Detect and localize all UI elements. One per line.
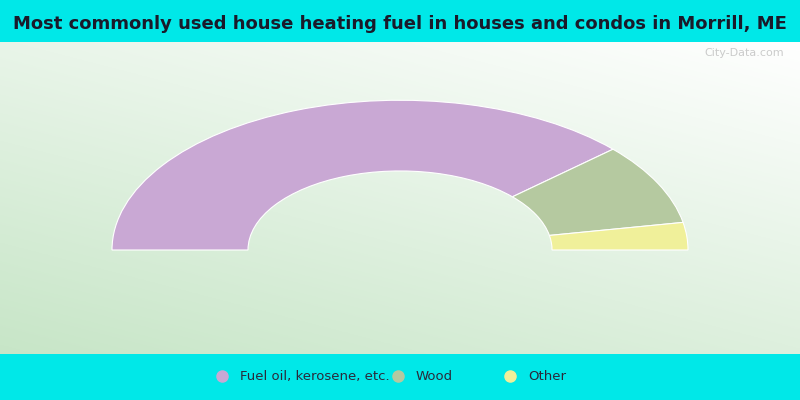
Wedge shape xyxy=(550,222,688,250)
Text: Fuel oil, kerosene, etc.: Fuel oil, kerosene, etc. xyxy=(240,370,390,382)
Wedge shape xyxy=(513,149,683,236)
Text: Wood: Wood xyxy=(416,370,453,382)
Wedge shape xyxy=(112,100,613,250)
Text: Other: Other xyxy=(528,370,566,382)
Text: City-Data.com: City-Data.com xyxy=(704,48,784,58)
Text: Most commonly used house heating fuel in houses and condos in Morrill, ME: Most commonly used house heating fuel in… xyxy=(13,15,787,33)
